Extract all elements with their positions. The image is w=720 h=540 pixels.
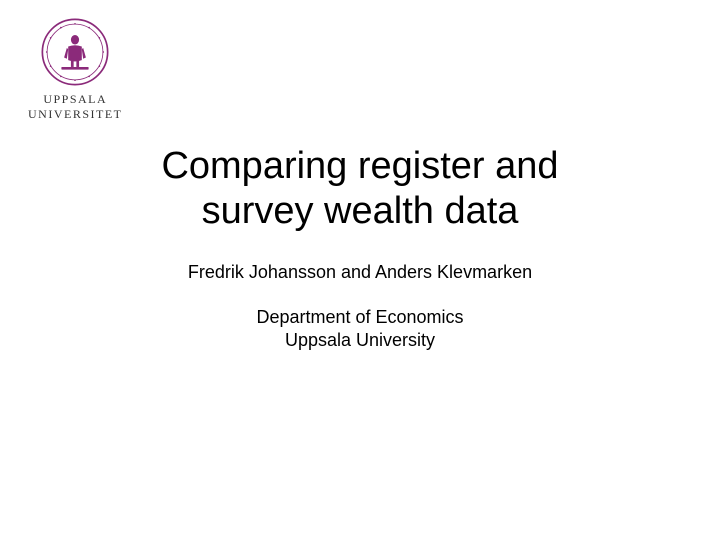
affiliation-line2: Uppsala University [0,329,720,352]
affiliation-text: Department of Economics Uppsala Universi… [0,306,720,353]
authors-text: Fredrik Johansson and Anders Klevmarken [0,262,720,283]
title-line1: Comparing register and [0,144,720,189]
university-name-line2: UNIVERSITET [28,107,123,122]
affiliation-line1: Department of Economics [0,306,720,329]
university-name-text: UPPSALA UNIVERSITET [28,92,123,122]
title-line2: survey wealth data [0,189,720,234]
slide-title: Comparing register and survey wealth dat… [0,144,720,234]
university-name-line1: UPPSALA [28,92,123,107]
university-logo: UPPSALA UNIVERSITET [28,18,123,122]
university-seal-icon [41,18,109,86]
